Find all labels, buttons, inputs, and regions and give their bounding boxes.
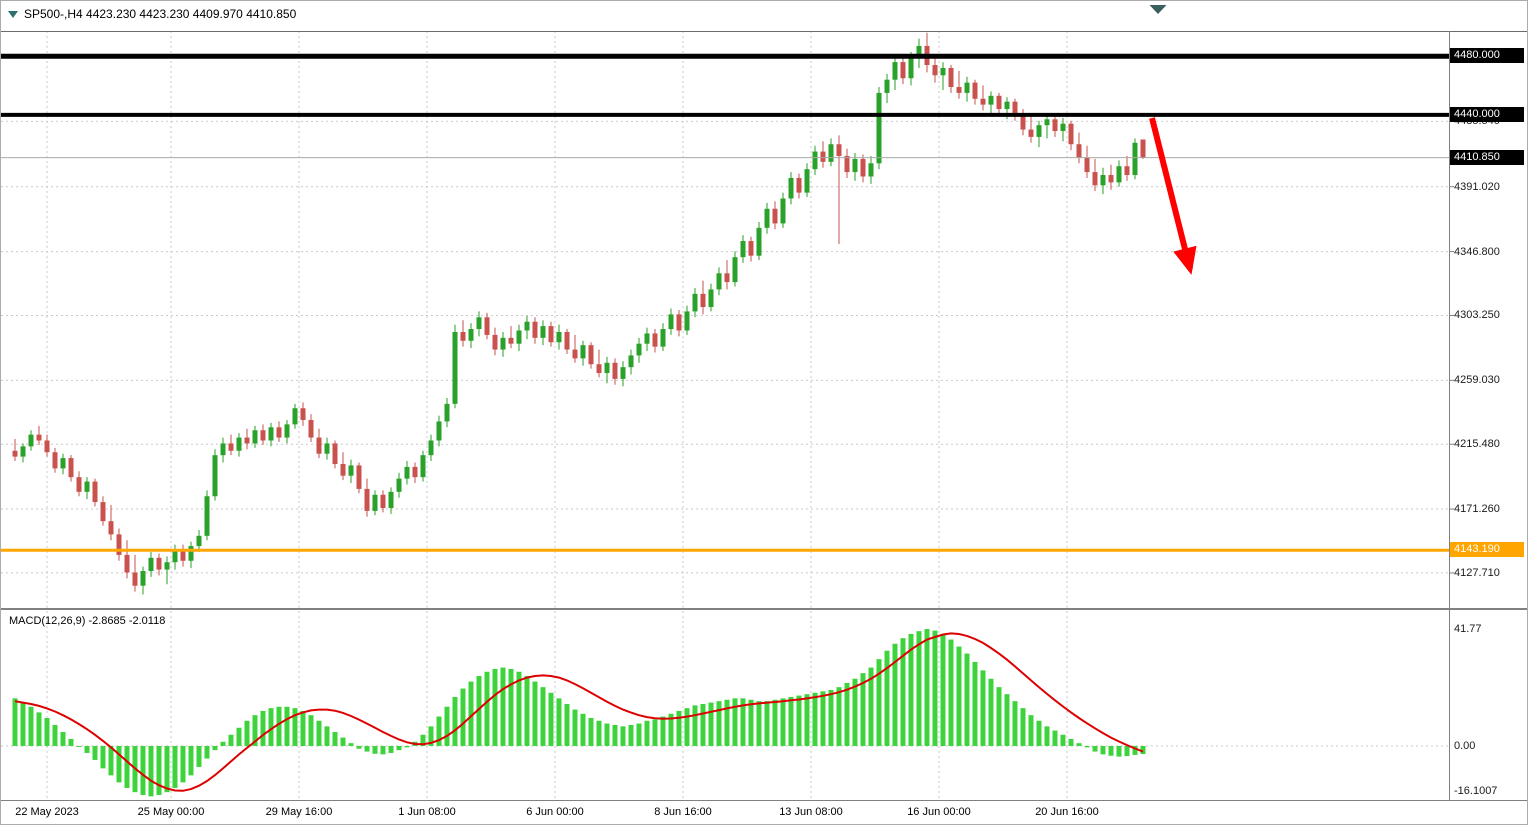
price-axis-label: 4171.260 xyxy=(1454,503,1500,516)
time-axis-label: 1 Jun 08:00 xyxy=(398,806,456,818)
time-axis-label: 22 May 2023 xyxy=(15,806,79,818)
price-line-label: 4410.850 xyxy=(1450,149,1524,165)
time-axis-label: 20 Jun 16:00 xyxy=(1035,806,1099,818)
time-axis[interactable]: 22 May 2023 25 May 00:00 29 May 16:00 1 Jun… xyxy=(1,803,1449,824)
pane-borders xyxy=(1,31,1527,801)
time-axis-label: 16 Jun 00:00 xyxy=(907,806,971,818)
candles-group xyxy=(12,32,1146,595)
symbol-header: SP500-,H4 4423.230 4423.230 4409.970 441… xyxy=(8,7,296,21)
price-axis-label: 4259.030 xyxy=(1454,374,1500,387)
time-axis-label: 13 Jun 08:00 xyxy=(779,806,843,818)
chart-shift-marker-icon[interactable] xyxy=(1149,5,1167,14)
gridlines xyxy=(1,31,1449,800)
macd-axis-label: -16.1007 xyxy=(1454,785,1498,798)
macd-indicator-label: MACD(12,26,9) -2.8685 -2.0118 xyxy=(9,615,166,627)
price-axis-label: 4346.800 xyxy=(1454,245,1500,258)
price-axis-label: 4215.480 xyxy=(1454,438,1500,451)
price-level-lines xyxy=(1,53,1449,552)
symbol-dropdown-icon[interactable] xyxy=(8,10,18,18)
time-axis-label: 8 Jun 16:00 xyxy=(654,806,712,818)
time-axis-label: 29 May 16:00 xyxy=(265,806,333,818)
price-axis[interactable]: 4435.5404391.0204346.8004303.2504259.030… xyxy=(1450,1,1527,824)
time-axis-label: 6 Jun 00:00 xyxy=(526,806,584,818)
price-axis-label: 4391.020 xyxy=(1454,180,1500,193)
macd-axis-label: 0.00 xyxy=(1454,739,1476,752)
macd-axis-label: 41.77 xyxy=(1454,623,1482,635)
price-axis-label: 4127.710 xyxy=(1454,566,1500,579)
price-line-label: 4440.000 xyxy=(1450,106,1524,122)
symbol-ohlc-text: SP500-,H4 4423.230 4423.230 4409.970 441… xyxy=(24,7,297,21)
time-axis-label: 25 May 00:00 xyxy=(137,806,205,818)
red-arrow-annotation[interactable] xyxy=(1149,117,1197,275)
price-line-label: 4143.190 xyxy=(1450,542,1524,558)
macd-group xyxy=(12,629,1146,797)
price-axis-label: 4303.250 xyxy=(1454,309,1500,322)
price-line-label: 4480.000 xyxy=(1450,48,1524,64)
